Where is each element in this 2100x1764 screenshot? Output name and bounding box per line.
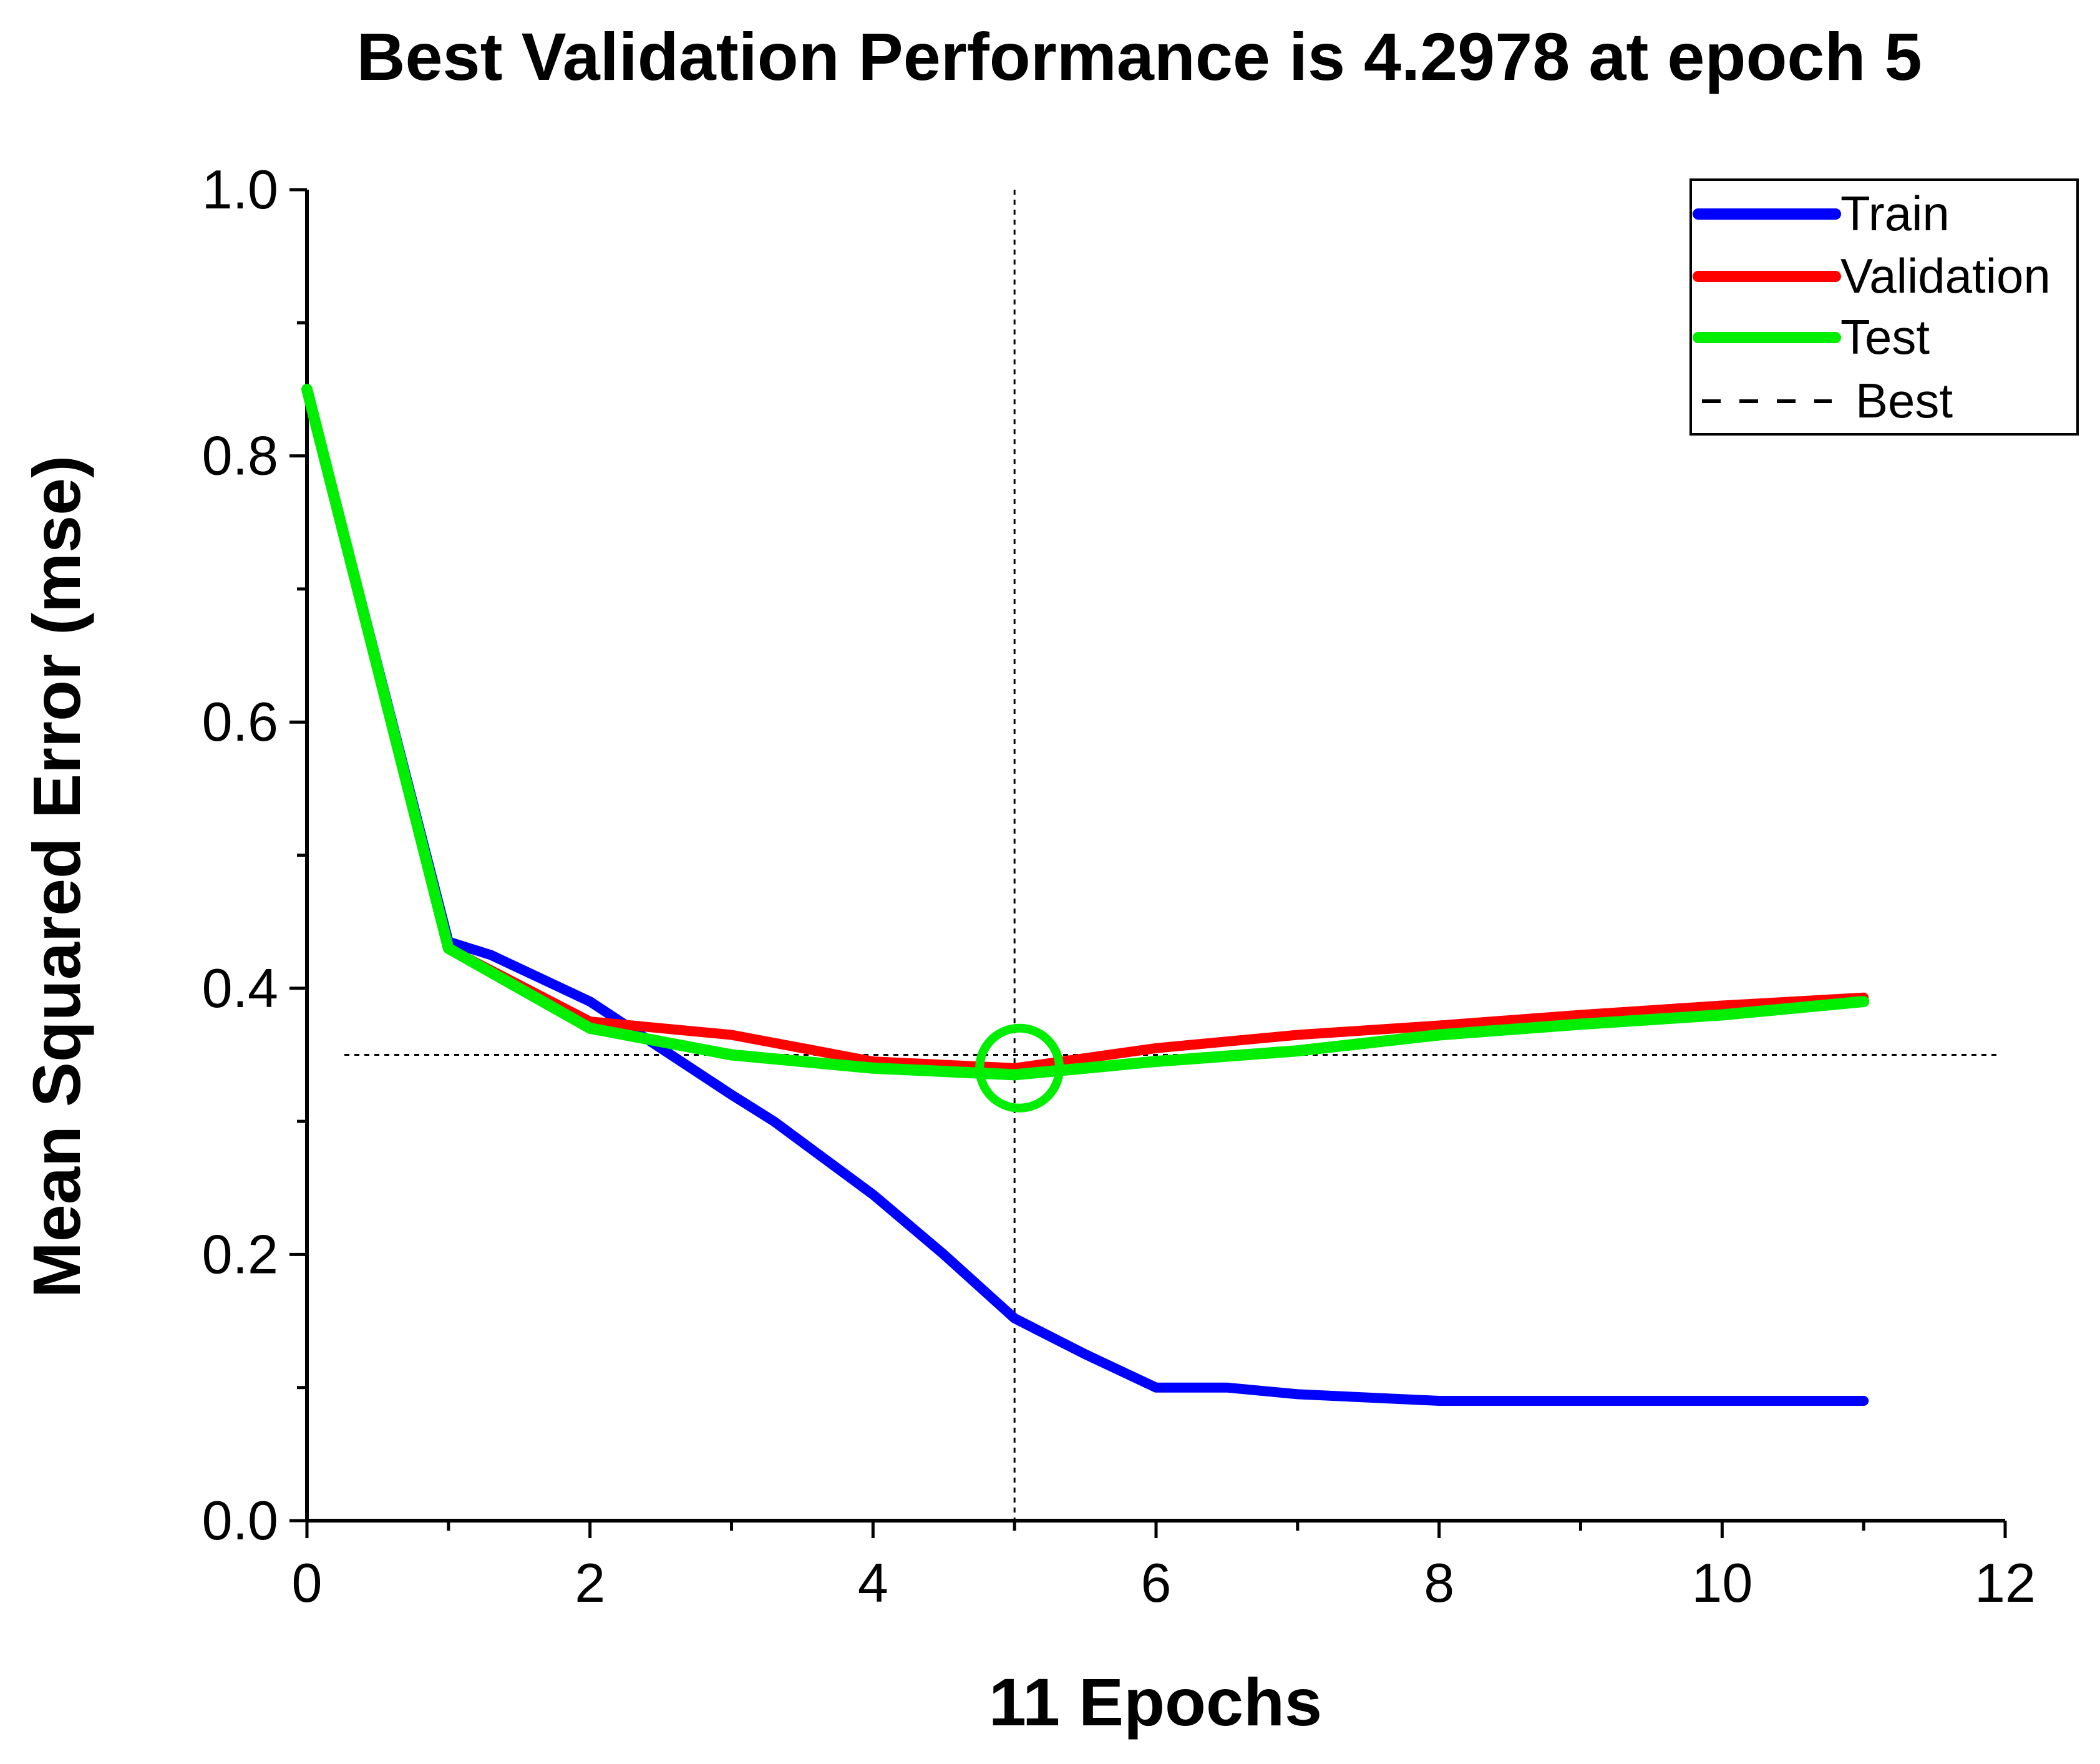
y-tick-label: 0.8	[202, 425, 278, 487]
y-tick-label: 0.0	[202, 1489, 278, 1551]
legend-box	[1689, 178, 2079, 436]
x-tick-label: 8	[1424, 1552, 1454, 1614]
x-tick-label: 6	[1141, 1552, 1172, 1614]
x-tick-label: 2	[575, 1552, 605, 1614]
x-tick-label: 4	[858, 1552, 888, 1614]
series-line-train	[302, 384, 1869, 1406]
series-line-test	[301, 384, 1870, 1081]
legend-label-validation: Validation	[1840, 248, 2051, 303]
chart-title: Best Validation Performance is 4.2978 at…	[356, 19, 1922, 94]
x-tick-label: 10	[1691, 1552, 1752, 1614]
best-marker-circle	[975, 1023, 1064, 1113]
legend-label-best: Best	[1855, 373, 1953, 428]
y-tick-label: 0.2	[202, 1223, 278, 1285]
x-tick-label: 0	[292, 1552, 323, 1614]
y-tick-label: 0.6	[202, 691, 278, 753]
legend-label-test: Test	[1840, 309, 1930, 364]
y-tick-label: 0.4	[202, 957, 278, 1019]
x-axis-title: 11 Epochs	[989, 1664, 1322, 1740]
plot-area: 0 2 4 6 8 10 12 0.0 0.2 0.4 0.6 0.8 1.0 Train Validati…	[202, 158, 2079, 1614]
y-axis-title: Mean Squared Error (mse)	[19, 456, 94, 1298]
legend-label-train: Train	[1840, 186, 1950, 241]
series-line-validation	[302, 384, 1869, 1073]
x-tick-label: 12	[1975, 1552, 2036, 1614]
y-tick-label: 1.0	[202, 158, 278, 220]
